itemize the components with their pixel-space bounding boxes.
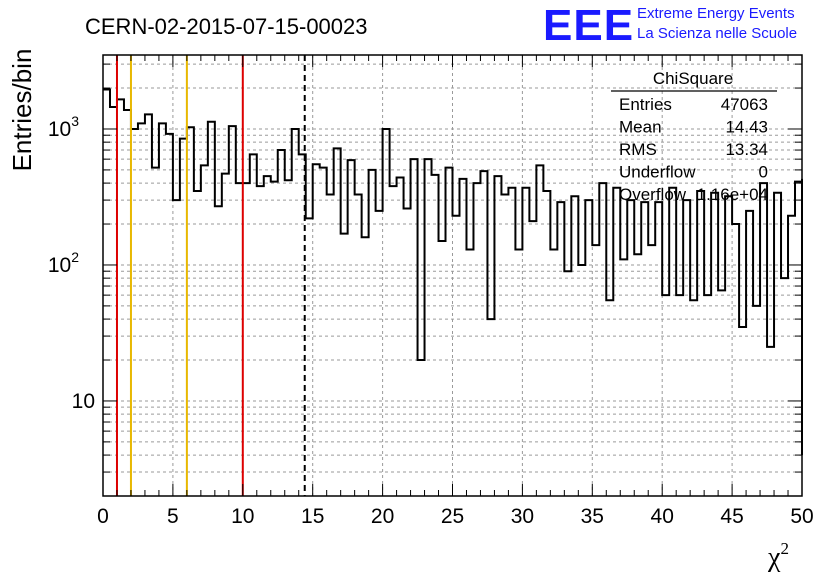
stats-row-value: 47063 <box>721 95 768 114</box>
stats-row-label: RMS <box>619 140 657 159</box>
stats-row-label: Mean <box>619 118 662 137</box>
x-tick-label: 10 <box>231 505 254 528</box>
x-axis-label: χ2 <box>767 539 789 572</box>
x-tick-label: 30 <box>511 505 534 528</box>
reference-lines <box>115 55 306 496</box>
stats-row-label: Underflow <box>619 163 696 182</box>
y-tick-label: 10 <box>72 390 95 413</box>
stats-row-value: 1.16e+04 <box>697 185 768 204</box>
plot-frame <box>102 54 803 497</box>
stats-row-value: 13.34 <box>725 140 768 159</box>
x-tick-label: 40 <box>651 505 674 528</box>
eee-logo: EEE Extreme Energy Events La Scienza nel… <box>543 1 797 50</box>
stats-box: ChiSquare Entries 47063 Mean 14.43 RMS 13.34 U… <box>611 69 777 204</box>
x-tick-label: 5 <box>167 505 179 528</box>
x-tick-label: 15 <box>301 505 324 528</box>
x-tick-label: 45 <box>720 505 743 528</box>
stats-row-label: Overflow <box>619 185 687 204</box>
x-tick-label: 0 <box>97 505 109 528</box>
stats-row-value: 14.43 <box>725 118 768 137</box>
y-tick-label: 102 <box>48 249 79 277</box>
x-tick-label: 25 <box>441 505 464 528</box>
stats-row-value: 0 <box>759 163 768 182</box>
y-tick-label: 103 <box>48 113 79 141</box>
stats-header: ChiSquare <box>653 69 733 88</box>
stats-row-label: Entries <box>619 95 672 114</box>
x-tick-label: 20 <box>371 505 394 528</box>
y-axis-label: Entries/bin <box>7 49 37 172</box>
grid-lines <box>103 55 802 497</box>
axis-ticks: 0 5 10 15 20 25 30 35 40 45 50 10 102 103 <box>48 55 814 528</box>
chart-title: CERN-02-2015-07-15-00023 <box>85 14 368 39</box>
logo-line-2: La Scienza nelle Scuole <box>637 25 797 42</box>
logo-line-1: Extreme Energy Events <box>637 5 795 22</box>
x-tick-label: 50 <box>790 505 813 528</box>
logo-letters: EEE <box>543 1 634 50</box>
x-tick-label: 35 <box>581 505 604 528</box>
